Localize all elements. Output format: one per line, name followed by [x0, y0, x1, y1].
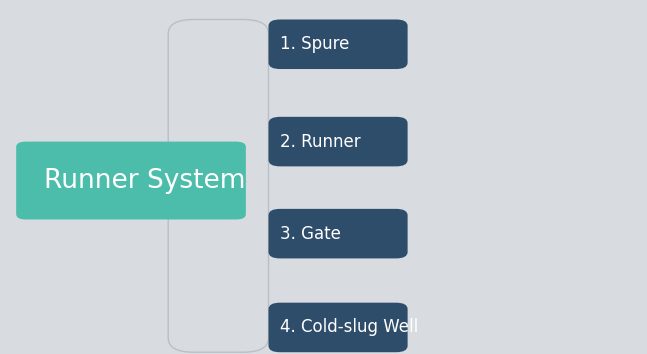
Text: 3. Gate: 3. Gate: [280, 225, 341, 242]
Text: 2. Runner: 2. Runner: [280, 133, 361, 150]
Text: 4. Cold-slug Well: 4. Cold-slug Well: [280, 319, 419, 336]
FancyBboxPatch shape: [269, 303, 408, 352]
FancyBboxPatch shape: [269, 117, 408, 166]
FancyBboxPatch shape: [269, 209, 408, 258]
Text: Runner System: Runner System: [44, 167, 245, 194]
FancyBboxPatch shape: [16, 142, 246, 219]
Text: 1. Spure: 1. Spure: [280, 35, 349, 53]
FancyBboxPatch shape: [269, 19, 408, 69]
